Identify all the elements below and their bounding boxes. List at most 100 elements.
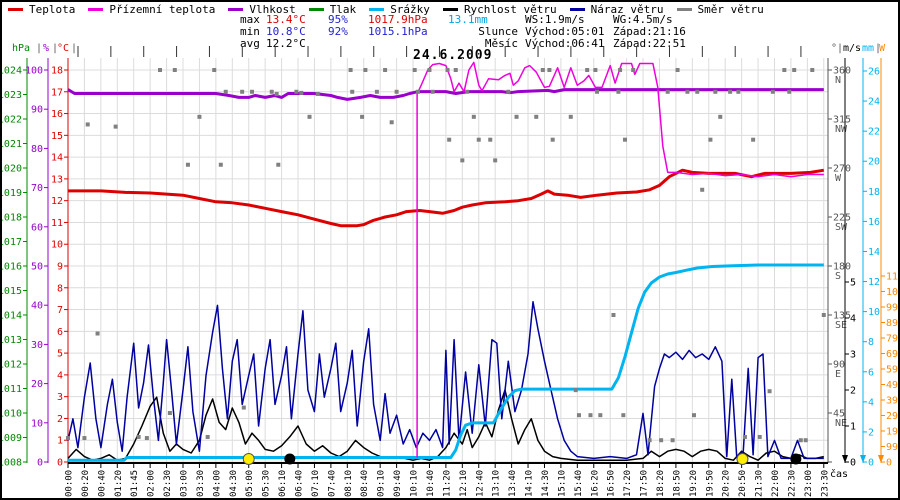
info-cell: Západ:22:51: [613, 37, 686, 50]
svg-text:W: W: [835, 173, 842, 184]
info-cell: WG:4.5m/s: [613, 13, 673, 26]
svg-text:12:40: 12:40: [475, 470, 485, 497]
svg-text:18:20: 18:20: [656, 470, 666, 497]
svg-text:100: 100: [25, 66, 43, 77]
series-Rychlost větru: [67, 389, 824, 461]
svg-text:|: |: [52, 43, 58, 54]
svg-text:315: 315: [833, 115, 851, 126]
svg-text:06:10: 06:10: [278, 470, 288, 497]
svg-text:15:10: 15:10: [557, 470, 567, 497]
svg-text:S: S: [835, 271, 841, 282]
svg-text:1: 1: [850, 422, 856, 433]
time-axis-unit: čas: [830, 468, 848, 480]
svg-text:20:20: 20:20: [722, 470, 732, 497]
legend-color-dash-icon: [308, 8, 324, 11]
stat-value: 95%: [328, 13, 348, 26]
series-Teplota: [68, 168, 825, 228]
svg-text:50: 50: [31, 262, 43, 273]
stats-block: max 13.4°C 95% 1017.9hPa 13.1mm min 10.8°C 92% 1…: [240, 14, 488, 50]
svg-text:|: |: [837, 43, 843, 54]
svg-text:0: 0: [868, 458, 874, 469]
svg-text:00:20: 00:20: [81, 470, 91, 497]
svg-text:09:10: 09:10: [377, 470, 387, 497]
svg-text:0: 0: [886, 458, 892, 469]
time-axis: 00:00 00:20 00:40 01:20 01:45 02:00 02:30 03:00…: [65, 462, 848, 497]
stat-value: 10.8°C: [266, 25, 306, 38]
svg-text:23:30: 23:30: [820, 470, 830, 497]
svg-text:18: 18: [868, 187, 880, 198]
svg-text:1022: 1022: [0, 115, 22, 126]
stat-value: 13.4°C: [266, 13, 306, 26]
svg-text:17:50: 17:50: [640, 470, 650, 497]
svg-text:14: 14: [868, 247, 880, 258]
svg-text:1009: 1009: [0, 433, 22, 444]
svg-text:70: 70: [31, 183, 43, 194]
svg-text:2: 2: [57, 414, 63, 425]
svg-text:40: 40: [31, 301, 43, 312]
top-tick-row: [77, 46, 802, 57]
legend-color-dash-icon: [369, 8, 385, 11]
svg-text:22:00: 22:00: [771, 470, 781, 497]
svg-text:1018: 1018: [0, 213, 22, 224]
svg-text:23:00: 23:00: [804, 470, 814, 497]
info-row: WS:1.9m/s WG:4.5m/s: [462, 14, 686, 26]
svg-text:17:20: 17:20: [623, 470, 633, 497]
svg-text:270: 270: [833, 164, 851, 175]
chart-legend: Teplota Přízemní teplota Vlhkost Tlak Srážky…: [8, 3, 777, 16]
svg-text:1020: 1020: [0, 164, 22, 175]
svg-text:00:40: 00:40: [97, 470, 107, 497]
svg-text:0: 0: [37, 458, 43, 469]
legend-label: Srážky: [390, 3, 430, 16]
series-Vlhkost: [67, 88, 824, 101]
svg-text:02:30: 02:30: [163, 470, 173, 497]
svg-text:90: 90: [833, 360, 845, 371]
legend-label: Směr větru: [697, 3, 764, 16]
legend-label: Přízemní teplota: [109, 3, 216, 16]
svg-text:891: 891: [886, 318, 900, 329]
svg-text:NE: NE: [835, 418, 847, 429]
svg-text:07:10: 07:10: [311, 470, 321, 497]
svg-text:06:40: 06:40: [295, 470, 305, 497]
svg-text:792: 792: [886, 334, 900, 345]
svg-text:396: 396: [886, 396, 900, 407]
svg-text:1023: 1023: [0, 90, 22, 101]
svg-text:1021: 1021: [0, 139, 22, 150]
svg-text:11: 11: [51, 218, 63, 229]
svg-text:°: °: [831, 43, 837, 54]
svg-text:20: 20: [31, 379, 43, 390]
svg-text:5: 5: [57, 349, 63, 360]
svg-text:1013: 1013: [0, 335, 22, 346]
svg-text:07:40: 07:40: [327, 470, 337, 497]
svg-text:hPa: hPa: [12, 43, 30, 54]
svg-text:17: 17: [51, 87, 63, 98]
svg-text:20:50: 20:50: [738, 470, 748, 497]
stat-row: min 10.8°C 92% 1015.1hPa: [240, 26, 488, 38]
svg-text:0: 0: [57, 458, 63, 469]
svg-text:16:20: 16:20: [590, 470, 600, 497]
info-cell: Slunce: [478, 25, 518, 38]
svg-text:30: 30: [31, 340, 43, 351]
svg-text:W: W: [879, 43, 886, 54]
svg-text:1024: 1024: [0, 66, 22, 77]
legend-item: Tlak: [308, 3, 356, 16]
svg-text:05:00: 05:00: [245, 470, 255, 497]
legend-item: Směr větru: [676, 3, 764, 16]
svg-text:14:30: 14:30: [541, 470, 551, 497]
svg-text:495: 495: [886, 380, 900, 391]
svg-text:12: 12: [868, 277, 880, 288]
svg-text:1089: 1089: [886, 287, 900, 298]
svg-text:60: 60: [31, 222, 43, 233]
legend-color-dash-icon: [228, 8, 244, 11]
legend-item: Rychlost větru: [442, 3, 557, 16]
legend-label: Vlhkost: [249, 3, 296, 16]
stat-label: avg: [240, 37, 260, 50]
svg-text:11:20: 11:20: [442, 470, 452, 497]
svg-text:04:00: 04:00: [212, 470, 222, 497]
stat-label: max: [240, 13, 260, 26]
legend-label: Náraz větru: [590, 3, 664, 16]
legend-color-dash-icon: [8, 8, 23, 11]
legend-item: Přízemní teplota: [88, 3, 215, 16]
svg-text:08:40: 08:40: [360, 470, 370, 497]
svg-text:360: 360: [833, 66, 851, 77]
